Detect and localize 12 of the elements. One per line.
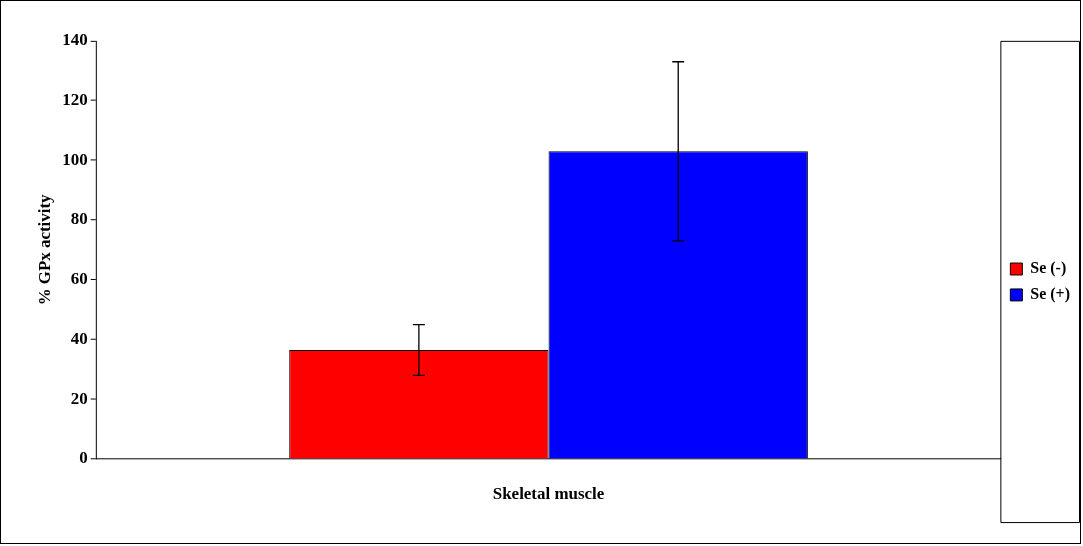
x-tick-label: Skeletal muscle: [492, 484, 605, 504]
y-tick-label: 140: [62, 30, 88, 50]
y-axis-title: % GPx activity: [34, 193, 54, 306]
y-tick-label: 20: [70, 388, 88, 408]
y-tick-label: 0: [79, 448, 88, 468]
y-tick-label: 80: [70, 209, 88, 229]
y-tick-label: 40: [70, 328, 88, 348]
y-tick-label: 120: [62, 89, 88, 109]
legend-label: Se (-): [1030, 259, 1067, 278]
y-tick-label: 100: [62, 149, 88, 169]
legend-label: Se (+): [1030, 285, 1070, 304]
y-tick-label: 60: [70, 269, 88, 289]
